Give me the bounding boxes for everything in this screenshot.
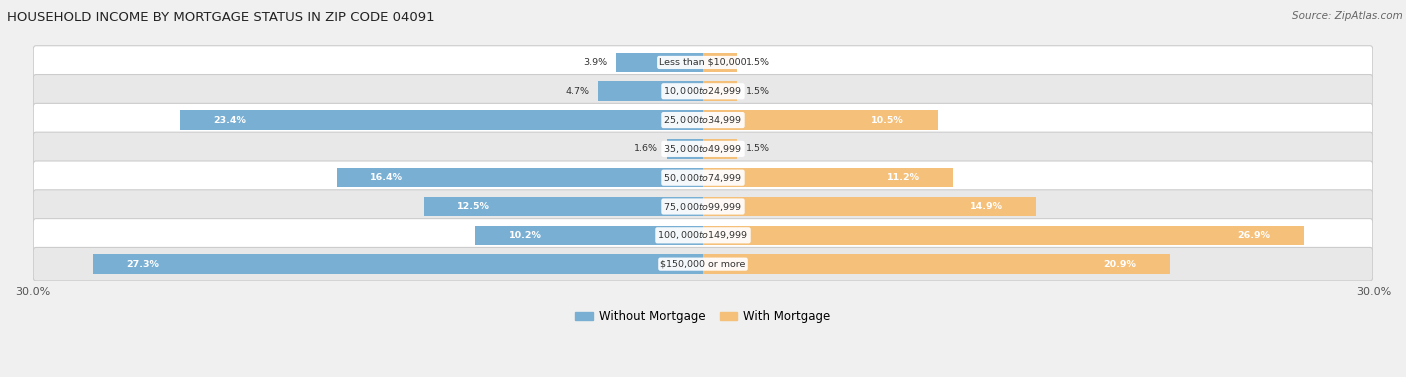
Bar [668,139,703,159]
Text: $50,000 to $74,999: $50,000 to $74,999 [664,172,742,184]
Bar [423,197,703,216]
Text: $25,000 to $34,999: $25,000 to $34,999 [664,114,742,126]
Text: Source: ZipAtlas.com: Source: ZipAtlas.com [1292,11,1403,21]
Bar [703,110,938,130]
Text: 20.9%: 20.9% [1104,260,1136,269]
FancyBboxPatch shape [34,103,1372,137]
FancyBboxPatch shape [34,190,1372,223]
Text: 1.6%: 1.6% [634,144,658,153]
Bar [703,168,953,187]
Bar [703,53,737,72]
Text: 1.5%: 1.5% [745,58,769,67]
Text: 3.9%: 3.9% [583,58,607,67]
Text: $10,000 to $24,999: $10,000 to $24,999 [664,85,742,97]
Bar [703,139,737,159]
FancyBboxPatch shape [34,46,1372,79]
Bar [703,81,737,101]
Text: 10.5%: 10.5% [872,116,904,124]
FancyBboxPatch shape [34,161,1372,195]
Text: HOUSEHOLD INCOME BY MORTGAGE STATUS IN ZIP CODE 04091: HOUSEHOLD INCOME BY MORTGAGE STATUS IN Z… [7,11,434,24]
Text: $35,000 to $49,999: $35,000 to $49,999 [664,143,742,155]
Text: 1.5%: 1.5% [745,144,769,153]
Bar [703,197,1036,216]
Text: 4.7%: 4.7% [565,87,589,96]
Bar [336,168,703,187]
Text: $100,000 to $149,999: $100,000 to $149,999 [658,229,748,241]
Text: 10.2%: 10.2% [509,231,541,240]
Text: 1.5%: 1.5% [745,87,769,96]
Bar [703,254,1170,274]
Text: 23.4%: 23.4% [214,116,246,124]
Legend: Without Mortgage, With Mortgage: Without Mortgage, With Mortgage [571,305,835,328]
FancyBboxPatch shape [34,247,1372,281]
Bar [616,53,703,72]
FancyBboxPatch shape [34,219,1372,252]
FancyBboxPatch shape [34,75,1372,108]
Text: 12.5%: 12.5% [457,202,491,211]
Text: 14.9%: 14.9% [969,202,1002,211]
Text: 11.2%: 11.2% [887,173,920,182]
Text: 26.9%: 26.9% [1237,231,1271,240]
Bar [475,225,703,245]
Bar [703,225,1305,245]
Text: 16.4%: 16.4% [370,173,404,182]
Bar [180,110,703,130]
Text: $150,000 or more: $150,000 or more [661,260,745,269]
Text: $75,000 to $99,999: $75,000 to $99,999 [664,201,742,213]
Text: Less than $10,000: Less than $10,000 [659,58,747,67]
FancyBboxPatch shape [34,132,1372,166]
Bar [598,81,703,101]
Bar [93,254,703,274]
Text: 27.3%: 27.3% [127,260,159,269]
